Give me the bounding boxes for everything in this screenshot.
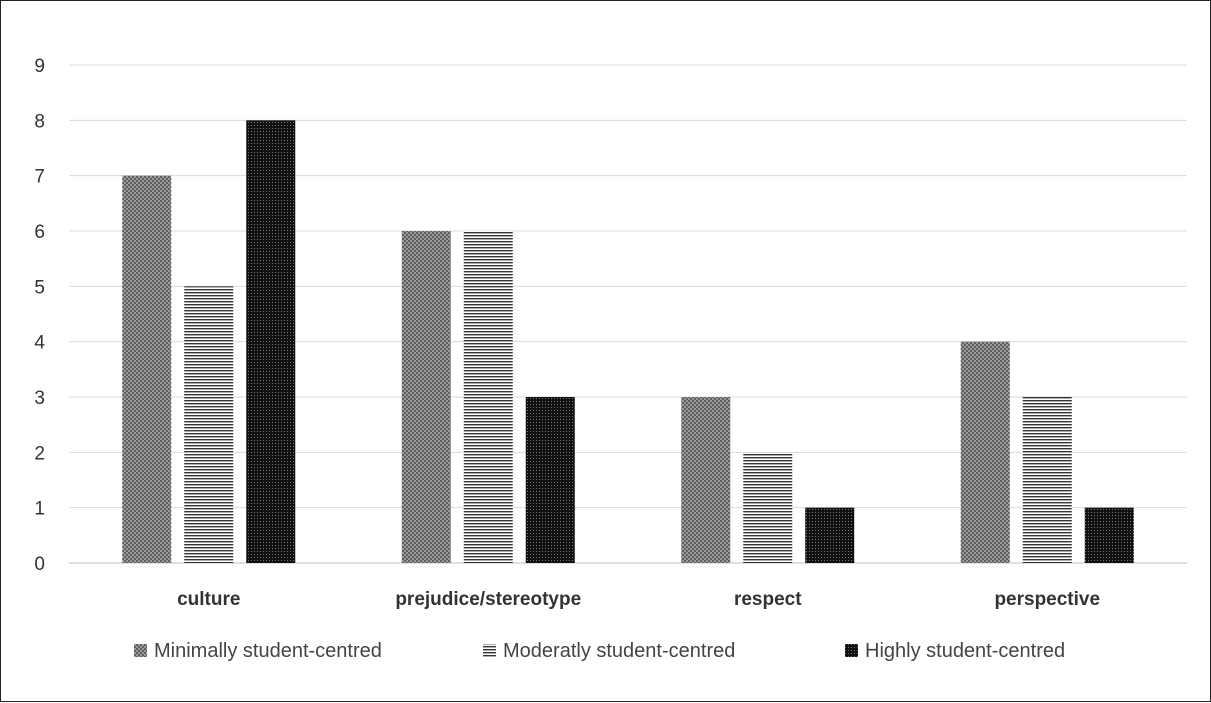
y-tick-label: 2 xyxy=(34,443,45,464)
y-tick-label: 0 xyxy=(34,554,45,575)
y-tick-label: 6 xyxy=(34,222,45,243)
x-category-label: perspective xyxy=(994,589,1100,610)
x-category-label: prejudice/stereotype xyxy=(395,589,581,610)
bar-minimally-student-centred-culture xyxy=(122,175,172,563)
legend-label: Minimally student-centred xyxy=(154,640,382,662)
bar-highly-student-centred-respect xyxy=(805,507,855,563)
bar-moderatly-student-centred-respect xyxy=(743,452,793,563)
x-axis-categories: culture prejudice/stereotype respect perspe… xyxy=(177,589,1100,610)
y-tick-label: 4 xyxy=(34,333,45,354)
bar-moderatly-student-centred-perspective xyxy=(1022,397,1072,563)
x-category-label: culture xyxy=(177,589,240,610)
bar-moderatly-student-centred-prejudice-stereotype xyxy=(463,231,513,563)
legend-label: Highly student-centred xyxy=(865,640,1065,662)
y-tick-label: 9 xyxy=(34,56,45,77)
legend-label: Moderatly student-centred xyxy=(503,640,735,662)
bar-moderatly-student-centred-culture xyxy=(184,286,234,563)
bar-highly-student-centred-culture xyxy=(246,120,296,563)
gridlines xyxy=(69,64,1187,564)
x-category-label: respect xyxy=(734,589,802,610)
legend: Minimally student-centred Moderatly stude… xyxy=(134,640,1065,662)
bars xyxy=(122,120,1134,563)
bar-highly-student-centred-perspective xyxy=(1084,507,1134,563)
bar-highly-student-centred-prejudice-stereotype xyxy=(525,397,575,563)
y-tick-label: 7 xyxy=(34,167,45,188)
legend-swatch xyxy=(845,644,858,657)
legend-swatch xyxy=(134,644,147,657)
bar-minimally-student-centred-perspective xyxy=(960,341,1010,563)
y-tick-label: 1 xyxy=(34,499,45,520)
y-axis-ticks: 0 1 2 3 4 5 6 7 8 9 xyxy=(34,56,45,575)
y-tick-label: 3 xyxy=(34,388,45,409)
y-tick-label: 8 xyxy=(34,111,45,132)
y-tick-label: 5 xyxy=(34,277,45,298)
bar-minimally-student-centred-respect xyxy=(681,397,731,563)
legend-swatch xyxy=(483,644,496,657)
bar-minimally-student-centred-prejudice-stereotype xyxy=(401,231,451,563)
